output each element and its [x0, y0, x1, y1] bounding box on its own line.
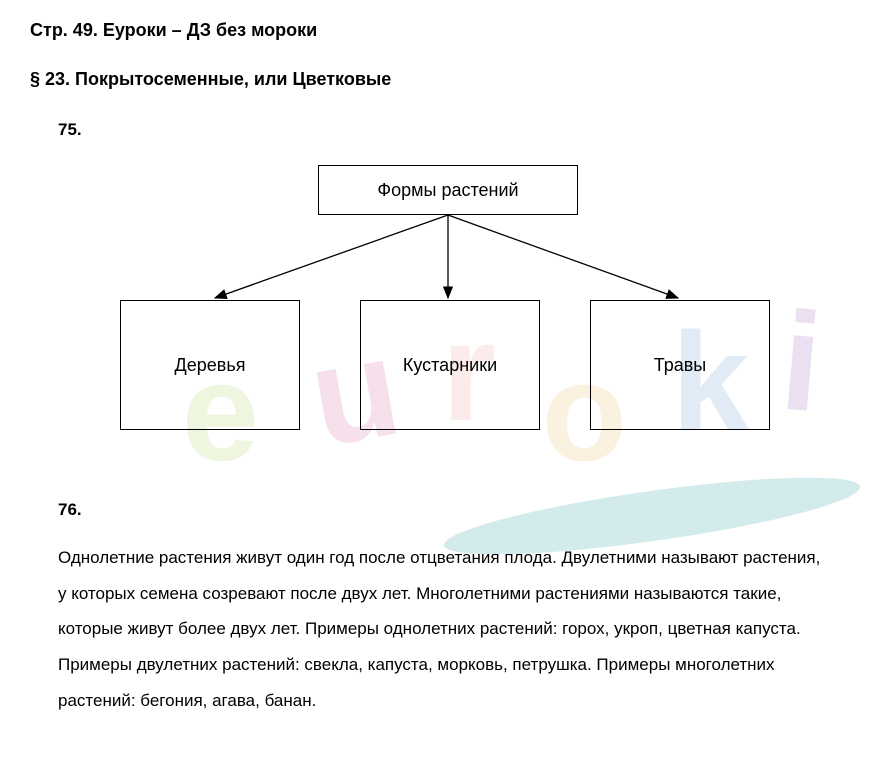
section-title: § 23. Покрытосеменные, или Цветковые	[30, 69, 853, 90]
diagram-child-box-1: Деревья	[120, 300, 300, 430]
diagram-child-label-3: Травы	[654, 355, 707, 376]
diagram-child-label-1: Деревья	[175, 355, 246, 376]
diagram-root-label: Формы растений	[377, 180, 518, 201]
question-76-text: Однолетние растения живут один год после…	[58, 540, 823, 718]
question-75-number: 75.	[58, 120, 853, 140]
diagram-tree: Формы растений Деревья Кустарники Травы	[30, 160, 853, 460]
diagram-child-box-2: Кустарники	[360, 300, 540, 430]
diagram-child-box-3: Травы	[590, 300, 770, 430]
page-header: Стр. 49. Еуроки – ДЗ без мороки	[30, 20, 853, 41]
page-content: Стр. 49. Еуроки – ДЗ без мороки § 23. По…	[0, 0, 883, 738]
diagram-root-box: Формы растений	[318, 165, 578, 215]
question-76-number: 76.	[58, 500, 853, 520]
diagram-child-label-2: Кустарники	[403, 355, 497, 376]
